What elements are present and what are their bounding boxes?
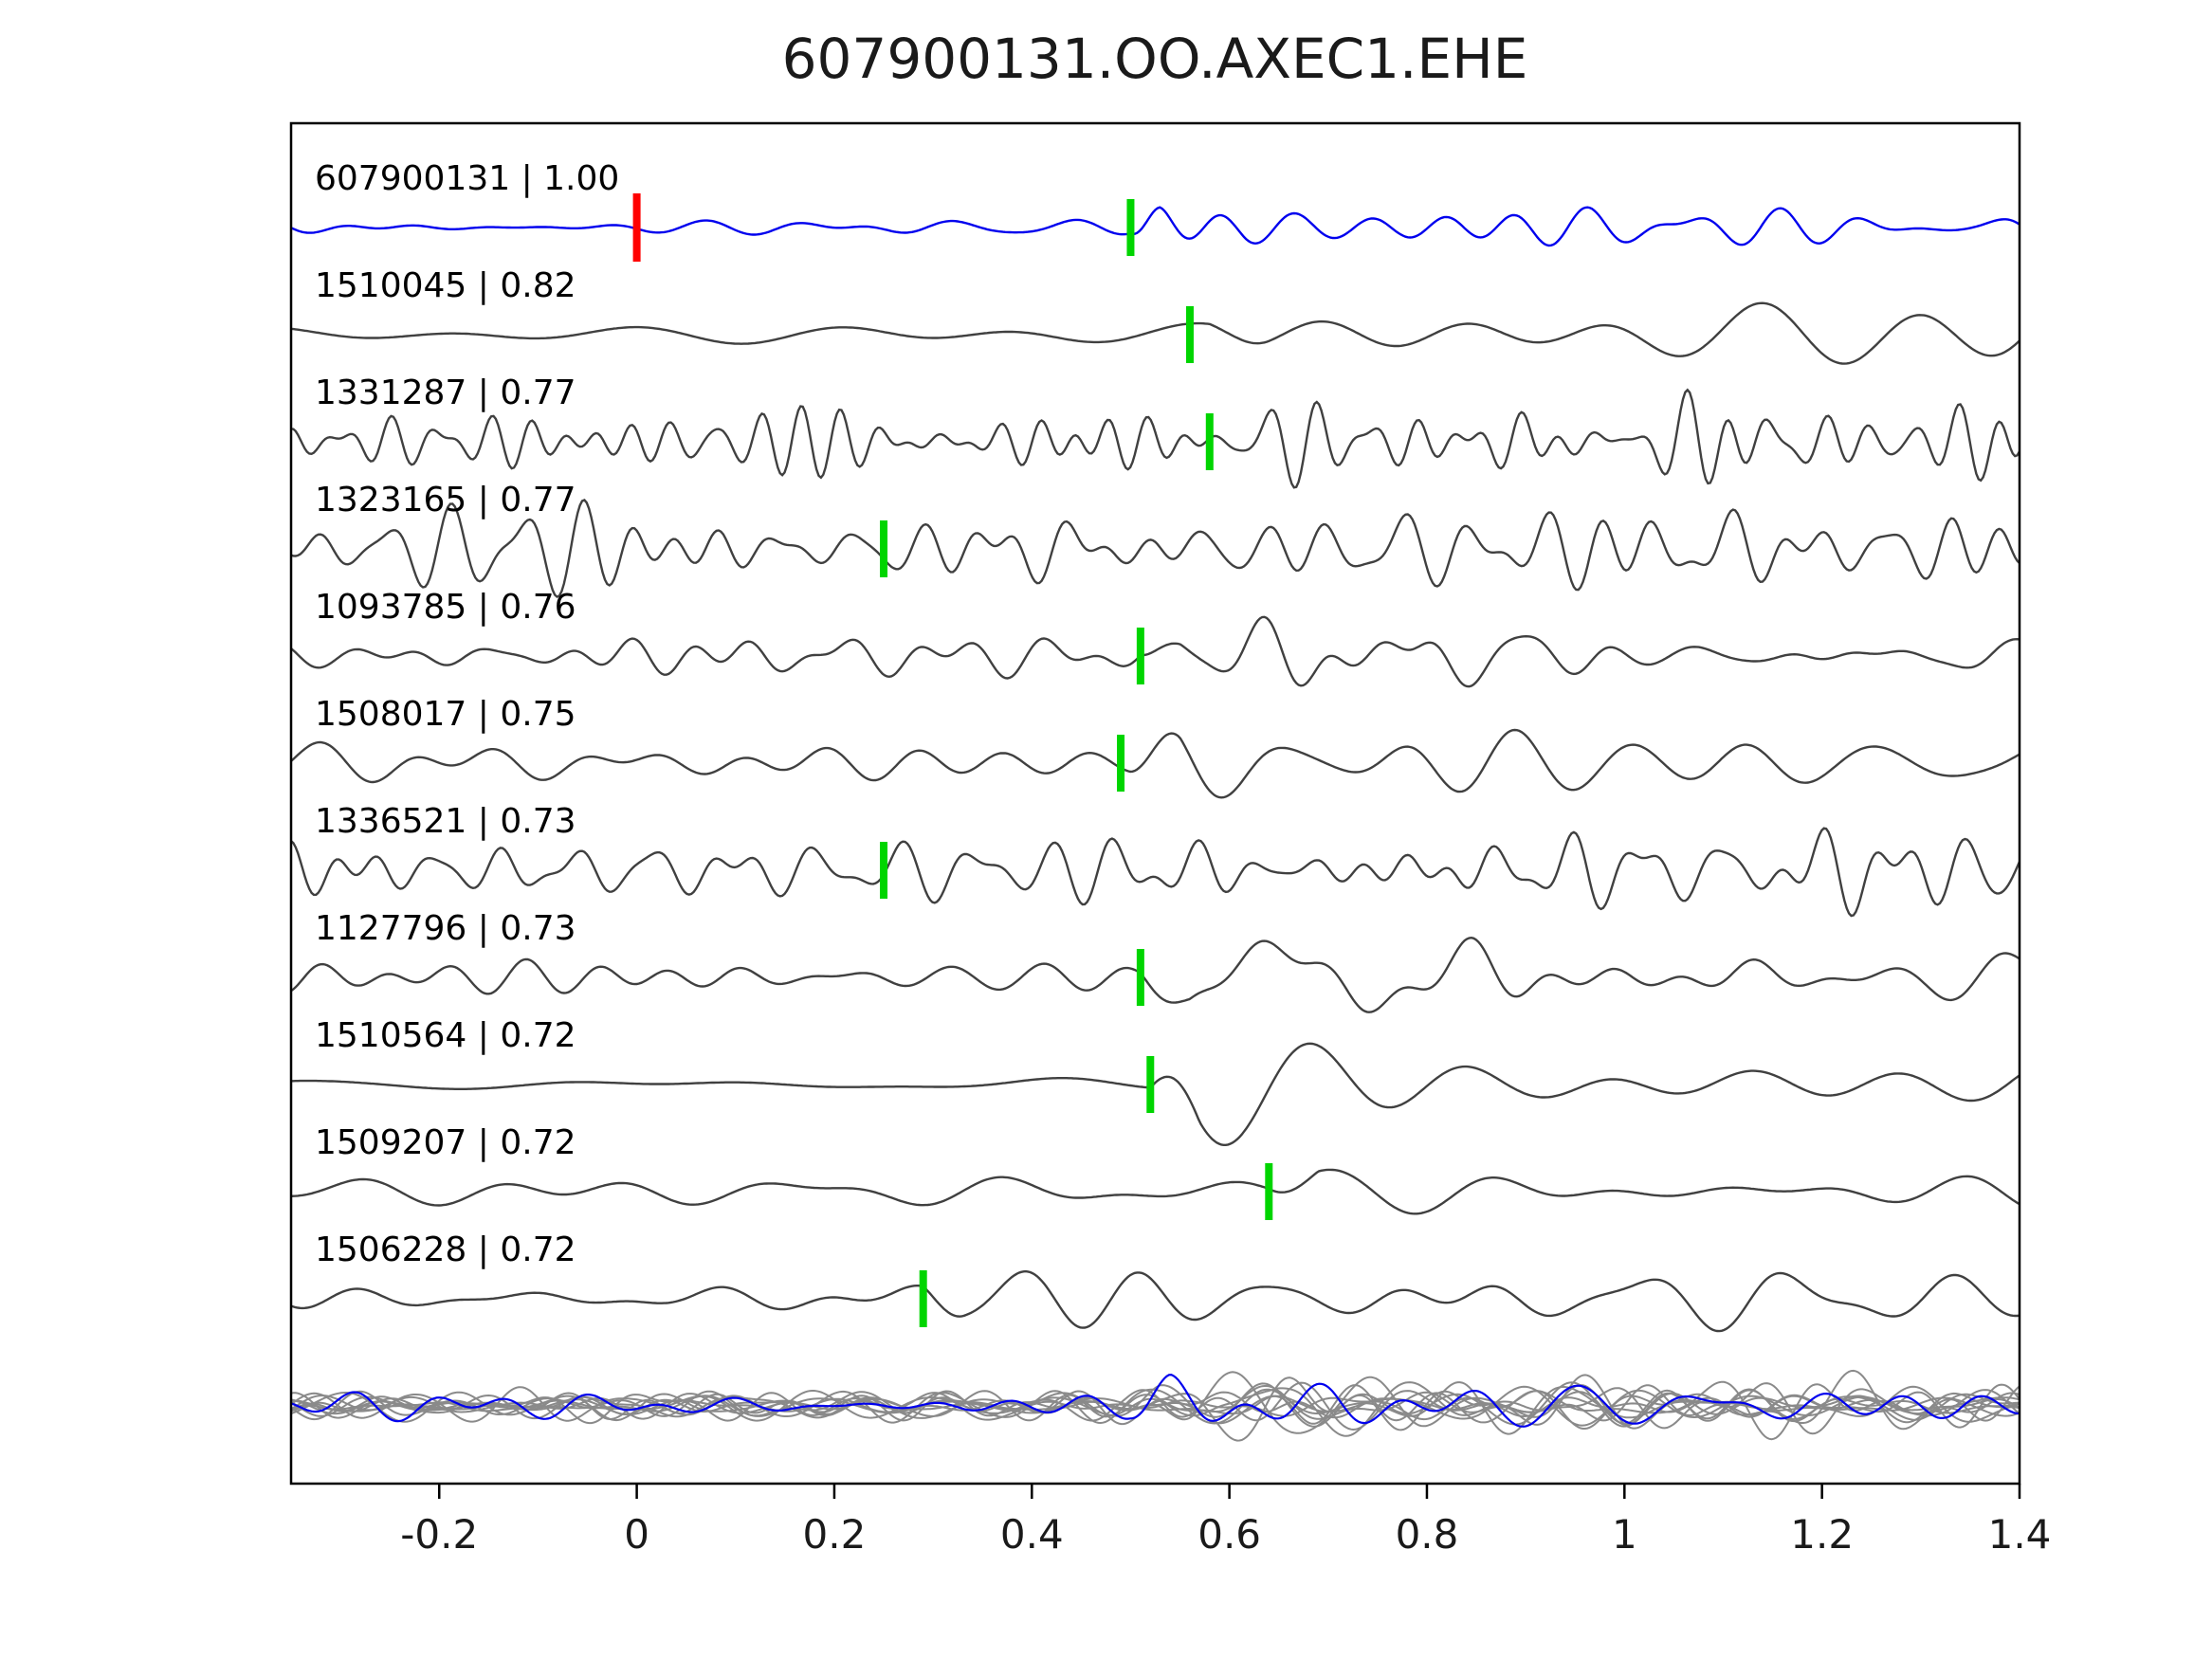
traces-group <box>291 193 2020 1442</box>
detection-waveform <box>291 301 2020 365</box>
x-tick-label: 0 <box>624 1511 649 1558</box>
detection-waveform <box>291 827 2020 918</box>
trace-label: 607900131 | 1.00 <box>315 159 619 198</box>
overlay-trace <box>291 1381 2020 1431</box>
detection-waveform <box>291 499 2020 599</box>
trace-label: 1331287 | 0.77 <box>315 374 576 412</box>
x-tick-label: -0.2 <box>400 1511 478 1558</box>
detection-waveform <box>291 1042 2020 1147</box>
detection-waveform <box>291 728 2020 799</box>
trace-label: 1510045 | 0.82 <box>315 266 576 305</box>
trace-label: 1506228 | 0.72 <box>315 1231 576 1269</box>
x-tick-label: 1.4 <box>1988 1511 2052 1558</box>
detection-waveform <box>291 615 2020 688</box>
x-tick-label: 1.2 <box>1790 1511 1854 1558</box>
trace-label: 1323165 | 0.77 <box>315 481 576 520</box>
detection-waveform <box>291 1269 2020 1333</box>
figure-title: 607900131.OO.AXEC1.EHE <box>782 27 1528 91</box>
x-tick-label: 0.8 <box>1396 1511 1459 1558</box>
detection-waveform <box>291 1168 2020 1215</box>
detection-waveform <box>291 936 2020 1013</box>
x-tick-label: 1 <box>1612 1511 1637 1558</box>
overlay-trace <box>291 1382 2020 1435</box>
x-tick-label: 0.2 <box>803 1511 867 1558</box>
template-waveform <box>291 206 2020 247</box>
trace-label: 1093785 | 0.76 <box>315 588 576 627</box>
trace-label: 1508017 | 0.75 <box>315 695 576 734</box>
trace-label: 1336521 | 0.73 <box>315 802 576 841</box>
x-tick-label: 0.6 <box>1197 1511 1261 1558</box>
trace-label: 1509207 | 0.72 <box>315 1123 576 1162</box>
x-tick-label: 0.4 <box>1000 1511 1064 1558</box>
plot-border <box>289 121 2021 1486</box>
overlay-template-trace <box>291 1373 2020 1428</box>
overlay-trace <box>291 1384 2020 1426</box>
trace-label: 1127796 | 0.73 <box>315 909 576 948</box>
detection-waveform <box>291 388 2020 489</box>
trace-label: 1510564 | 0.72 <box>315 1016 576 1055</box>
